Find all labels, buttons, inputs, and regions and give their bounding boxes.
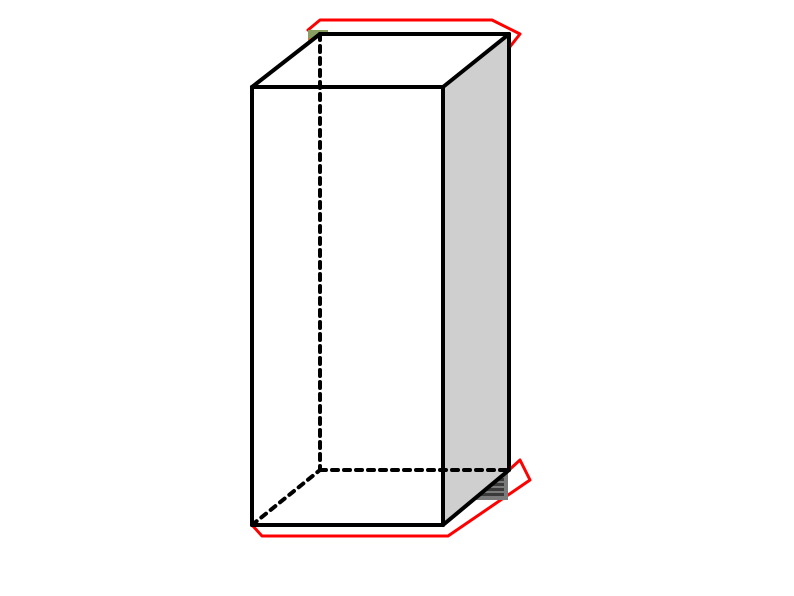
face-front xyxy=(252,87,443,525)
face-right xyxy=(443,34,509,525)
prism-diagram xyxy=(0,0,794,596)
